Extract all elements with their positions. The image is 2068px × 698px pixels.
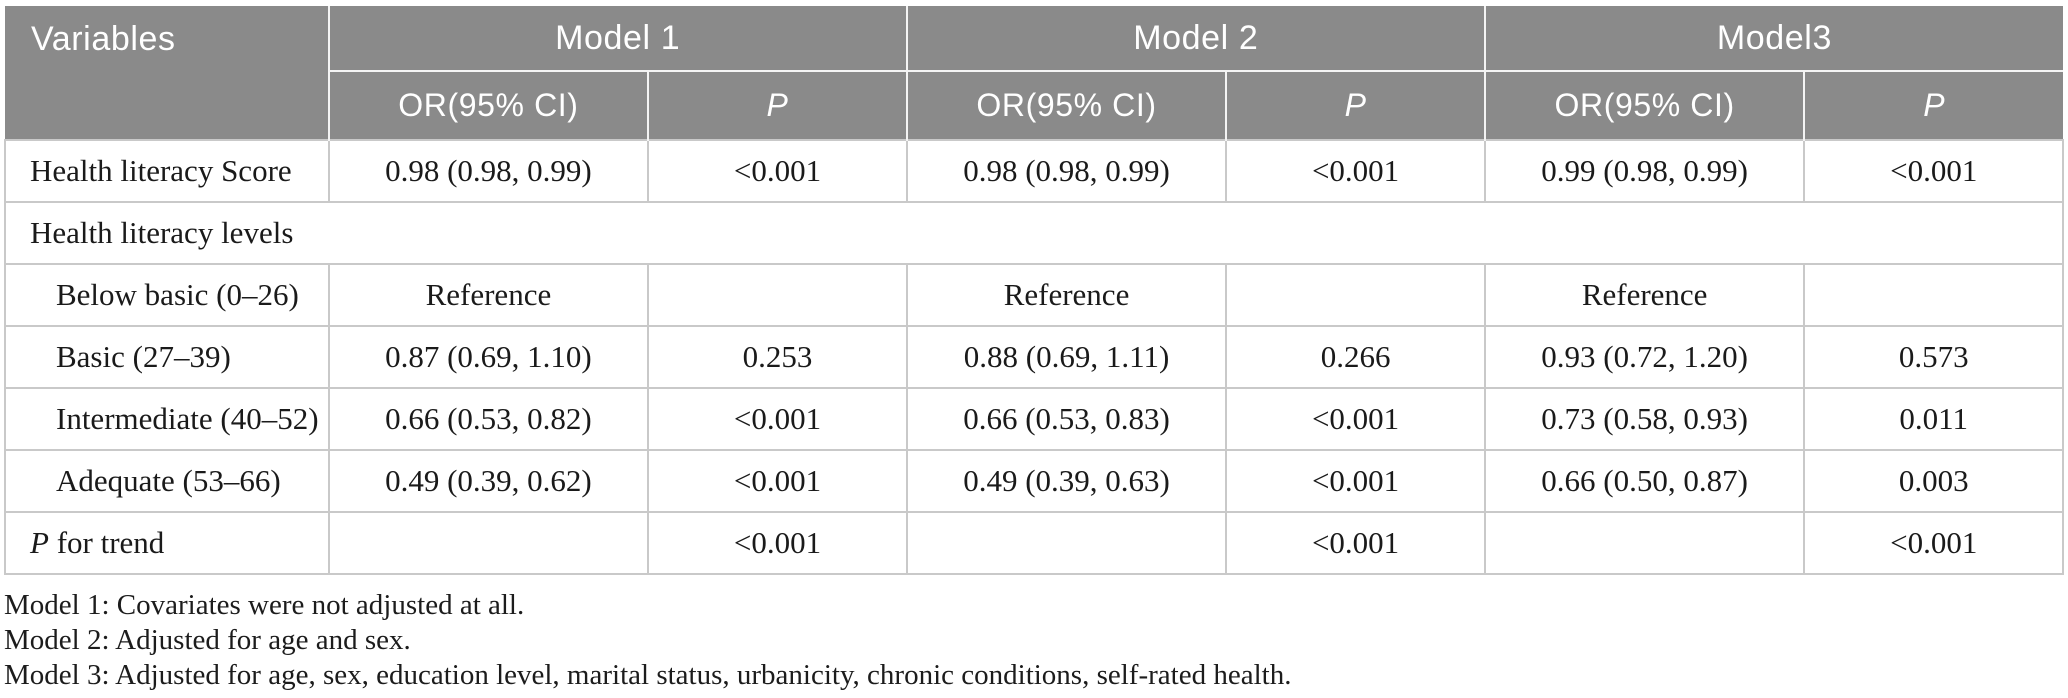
footnote-model3: Model 3: Adjusted for age, sex, educatio…	[4, 659, 1292, 691]
table-row: Adequate (53–66) 0.49 (0.39, 0.62) <0.001 0…	[4, 449, 2064, 513]
or-cell: 0.49 (0.39, 0.63)	[905, 449, 1228, 513]
p-cell: <0.001	[1225, 511, 1486, 575]
p-cell: <0.001	[1225, 449, 1486, 513]
row-label-text: Adequate (53–66)	[56, 463, 281, 498]
p-cell	[1803, 263, 2064, 327]
table-row: Intermediate (40–52) 0.66 (0.53, 0.82) <0.…	[4, 387, 2064, 451]
row-label-cell: Below basic (0–26)	[4, 263, 330, 327]
model2-or-header-cell: OR(95% CI)	[905, 70, 1227, 140]
table-body: Health literacy Score 0.98 (0.98, 0.99) <0…	[4, 139, 2064, 575]
model1-or-header-cell: OR(95% CI)	[327, 70, 649, 140]
row-label-text: Health literacy Score	[30, 153, 292, 188]
or-cell: 0.99 (0.98, 0.99)	[1483, 139, 1806, 203]
table-row: Below basic (0–26) Reference Reference Refe…	[4, 263, 2064, 327]
p-cell: 0.253	[647, 325, 908, 389]
row-label-cell: Basic (27–39)	[4, 325, 330, 389]
row-label-text: Health literacy levels	[30, 215, 294, 250]
or-cell: Reference	[327, 263, 650, 327]
p-cell: 0.266	[1225, 325, 1486, 389]
model1-p-header-cell: P	[647, 70, 907, 140]
model3-or-header-cell: OR(95% CI)	[1483, 70, 1805, 140]
model1-header-cell: Model 1	[327, 6, 907, 71]
p-cell: <0.001	[647, 449, 908, 513]
p-cell: <0.001	[1803, 511, 2064, 575]
odds-ratio-table: Variables Model 1 Model 2 Model3 OR(95% …	[4, 6, 2064, 575]
or-cell: 0.87 (0.69, 1.10)	[327, 325, 650, 389]
or-cell	[1483, 511, 1806, 575]
footnote-model2: Model 2: Adjusted for age and sex.	[4, 624, 411, 656]
variables-header-cell: Variables	[5, 6, 329, 140]
p-cell: <0.001	[1803, 139, 2064, 203]
p-cell: <0.001	[1225, 139, 1486, 203]
row-label-text: Basic (27–39)	[56, 339, 231, 374]
row-label-cell: Health literacy Score	[4, 139, 330, 203]
row-label-italic-part: P	[30, 525, 49, 560]
table-row: Health literacy Score 0.98 (0.98, 0.99) <0…	[4, 139, 2064, 203]
or-cell: 0.93 (0.72, 1.20)	[1483, 325, 1806, 389]
header-sub-row: OR(95% CI) P OR(95% CI) P OR(95% CI) P	[5, 70, 2063, 140]
row-label-text: Intermediate (40–52)	[56, 401, 319, 436]
or-cell: 0.49 (0.39, 0.62)	[327, 449, 650, 513]
footnotes: Model 1: Covariates were not adjusted at…	[4, 588, 2064, 693]
footnote-model1: Model 1: Covariates were not adjusted at…	[4, 589, 525, 621]
table-header: Variables Model 1 Model 2 Model3 OR(95% …	[5, 6, 2063, 140]
model2-p-header-cell: P	[1225, 70, 1485, 140]
or-cell	[327, 511, 650, 575]
table-row: Basic (27–39) 0.87 (0.69, 1.10) 0.253 0.88 …	[4, 325, 2064, 389]
model2-header-cell: Model 2	[905, 6, 1485, 71]
table-row: P for trend <0.001 <0.001 <0.001	[4, 511, 2064, 575]
row-label-text: Below basic (0–26)	[56, 277, 299, 312]
or-cell: 0.66 (0.53, 0.83)	[905, 387, 1228, 451]
or-cell: Reference	[905, 263, 1228, 327]
p-cell: <0.001	[1225, 387, 1486, 451]
p-cell: 0.011	[1803, 387, 2064, 451]
or-cell	[905, 511, 1228, 575]
header-group-row: Variables Model 1 Model 2 Model3	[5, 6, 2063, 140]
or-cell: 0.88 (0.69, 1.11)	[905, 325, 1228, 389]
row-label-cell: P for trend	[4, 511, 330, 575]
or-cell: 0.73 (0.58, 0.93)	[1483, 387, 1806, 451]
p-cell: <0.001	[647, 511, 908, 575]
or-cell: 0.66 (0.50, 0.87)	[1483, 449, 1806, 513]
row-label-text: for trend	[48, 525, 165, 560]
p-cell	[1225, 263, 1486, 327]
row-label-cell: Intermediate (40–52)	[4, 387, 330, 451]
p-cell: 0.573	[1803, 325, 2064, 389]
section-label-cell: Health literacy levels	[4, 201, 2064, 265]
row-label-cell: Adequate (53–66)	[4, 449, 330, 513]
model3-p-header-cell: P	[1803, 70, 2063, 140]
p-cell	[647, 263, 908, 327]
p-cell: 0.003	[1803, 449, 2064, 513]
p-cell: <0.001	[647, 387, 908, 451]
or-cell: 0.66 (0.53, 0.82)	[327, 387, 650, 451]
model3-header-cell: Model3	[1483, 6, 2063, 71]
p-cell: <0.001	[647, 139, 908, 203]
or-cell: 0.98 (0.98, 0.99)	[327, 139, 650, 203]
section-row: Health literacy levels	[4, 201, 2064, 265]
or-cell: 0.98 (0.98, 0.99)	[905, 139, 1228, 203]
or-cell: Reference	[1483, 263, 1806, 327]
